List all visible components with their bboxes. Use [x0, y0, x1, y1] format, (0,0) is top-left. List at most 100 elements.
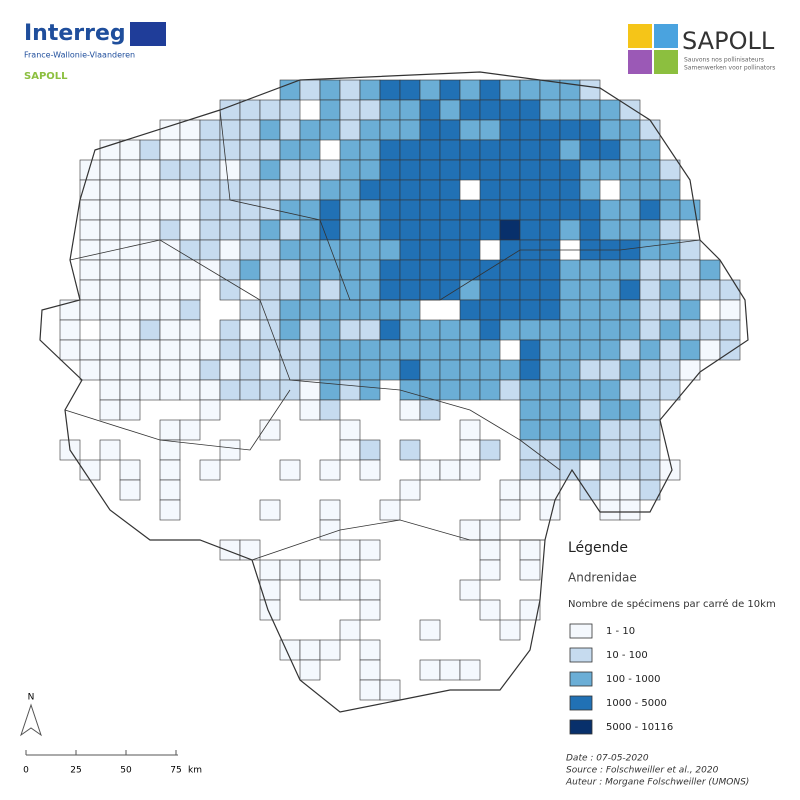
grid-cell	[639, 339, 661, 361]
grid-cell	[79, 339, 101, 361]
grid-cell	[199, 179, 221, 201]
grid-cell	[499, 379, 521, 401]
grid-cell	[159, 439, 181, 461]
grid-cell	[99, 279, 121, 301]
grid-cell	[379, 339, 401, 361]
grid-cell	[459, 459, 481, 481]
grid-cell	[399, 439, 421, 461]
grid-cell	[459, 419, 481, 441]
grid-cell	[639, 479, 661, 501]
grid-cell	[619, 419, 641, 441]
grid-cell	[299, 79, 321, 101]
grid-cell	[119, 299, 141, 321]
grid-cell	[259, 319, 281, 341]
grid-cell	[559, 179, 581, 201]
grid-cell	[599, 299, 621, 321]
grid-cell	[579, 119, 601, 141]
grid-cell	[219, 439, 241, 461]
grid-cell	[339, 439, 361, 461]
grid-cell	[459, 319, 481, 341]
grid-cell	[599, 439, 621, 461]
grid-cell	[539, 159, 561, 181]
grid-cell	[279, 219, 301, 241]
grid-cell	[679, 319, 701, 341]
grid-cell	[259, 299, 281, 321]
grid-cell	[439, 199, 461, 221]
grid-cell	[299, 559, 321, 581]
grid-cell	[399, 219, 421, 241]
grid-cell	[239, 379, 261, 401]
grid-cell	[259, 599, 281, 621]
grid-cell	[519, 459, 541, 481]
grid-cell	[99, 219, 121, 241]
grid-cell	[339, 319, 361, 341]
legend-swatch	[569, 671, 593, 687]
grid-cell	[639, 399, 661, 421]
grid-cell	[179, 219, 201, 241]
grid-cell	[259, 359, 281, 381]
grid-cell	[419, 659, 441, 681]
grid-cell	[519, 159, 541, 181]
grid-cell	[619, 199, 641, 221]
grid-cell	[439, 359, 461, 381]
grid-cell	[459, 379, 481, 401]
grid-cell	[59, 339, 81, 361]
grid-cell	[539, 179, 561, 201]
grid-cell	[239, 119, 261, 141]
legend-label: 100 - 1000	[606, 674, 661, 685]
grid-cell	[539, 219, 561, 241]
grid-cell	[339, 359, 361, 381]
grid-cell	[419, 219, 441, 241]
grid-cell	[639, 199, 661, 221]
grid-cell	[659, 179, 681, 201]
grid-cell	[579, 379, 601, 401]
grid-cell	[159, 159, 181, 181]
grid-cell	[119, 339, 141, 361]
grid-cell	[239, 299, 261, 321]
grid-cell	[119, 359, 141, 381]
grid-cell	[459, 579, 481, 601]
grid-cell	[539, 499, 561, 521]
grid-cell	[539, 259, 561, 281]
grid-cell	[399, 299, 421, 321]
partner-tagline: Samenwerken voor pollinators	[684, 65, 775, 72]
grid-cell	[199, 119, 221, 141]
grid-cell	[299, 659, 321, 681]
grid-cell	[659, 159, 681, 181]
grid-cell	[519, 219, 541, 241]
grid-cell	[319, 99, 341, 121]
grid-cell	[219, 279, 241, 301]
grid-cell	[519, 339, 541, 361]
grid-cell	[139, 259, 161, 281]
grid-cell	[119, 239, 141, 261]
interreg-region: France-Wallonie-Vlaanderen	[24, 51, 135, 60]
grid-cell	[139, 279, 161, 301]
grid-cell	[419, 379, 441, 401]
grid-cell	[119, 459, 141, 481]
grid-cell	[119, 199, 141, 221]
grid-cell	[319, 359, 341, 381]
grid-cell	[179, 119, 201, 141]
grid-cell	[179, 299, 201, 321]
grid-cell	[359, 79, 381, 101]
grid-cell	[259, 559, 281, 581]
grid-cell	[279, 339, 301, 361]
grid-cell	[499, 479, 521, 501]
grid-cell	[219, 219, 241, 241]
grid-cell	[79, 199, 101, 221]
grid-cell	[419, 619, 441, 641]
grid-cell	[339, 139, 361, 161]
scale: 0 25 50 75 km	[23, 750, 202, 776]
grid-cell	[619, 299, 641, 321]
grid-cell	[719, 319, 741, 341]
grid-cell	[279, 159, 301, 181]
grid-cell	[179, 239, 201, 261]
grid-cell	[579, 279, 601, 301]
grid-cell	[99, 199, 121, 221]
grid-cell	[659, 379, 681, 401]
grid-cell	[419, 459, 441, 481]
grid-cell	[439, 99, 461, 121]
scale-label: 0	[23, 766, 29, 776]
grid-cell	[339, 119, 361, 141]
grid-cell	[519, 99, 541, 121]
